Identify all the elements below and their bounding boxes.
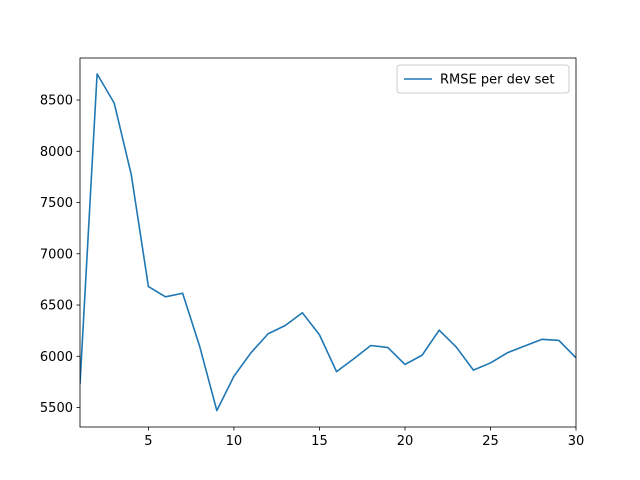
x-tick-label: 20 (397, 434, 414, 449)
y-tick-label: 6000 (40, 350, 73, 365)
y-tick-label: 6500 (40, 299, 73, 314)
axes: 5 10 15 20 25 30 5500 6000 6500 7000 7500 8000 8500 (40, 57, 585, 449)
axes-frame (79, 57, 577, 428)
y-tick-label: 5500 (40, 401, 73, 416)
x-tick-label: 10 (226, 434, 243, 449)
x-tick-label: 25 (482, 434, 499, 449)
series-line-0 (80, 73, 576, 412)
y-tick-label: 7500 (40, 196, 73, 211)
x-tick-label: 5 (144, 434, 152, 449)
x-tick-label: 30 (568, 434, 585, 449)
legend: RMSE per dev set (396, 64, 570, 94)
plot-area (80, 73, 576, 412)
x-tick-label: 15 (311, 434, 328, 449)
legend-label: RMSE per dev set (440, 73, 555, 88)
y-tick-label: 8500 (40, 94, 73, 109)
y-tick-label: 7000 (40, 247, 73, 262)
y-tick-label: 8000 (40, 145, 73, 160)
legend-box (396, 64, 570, 94)
